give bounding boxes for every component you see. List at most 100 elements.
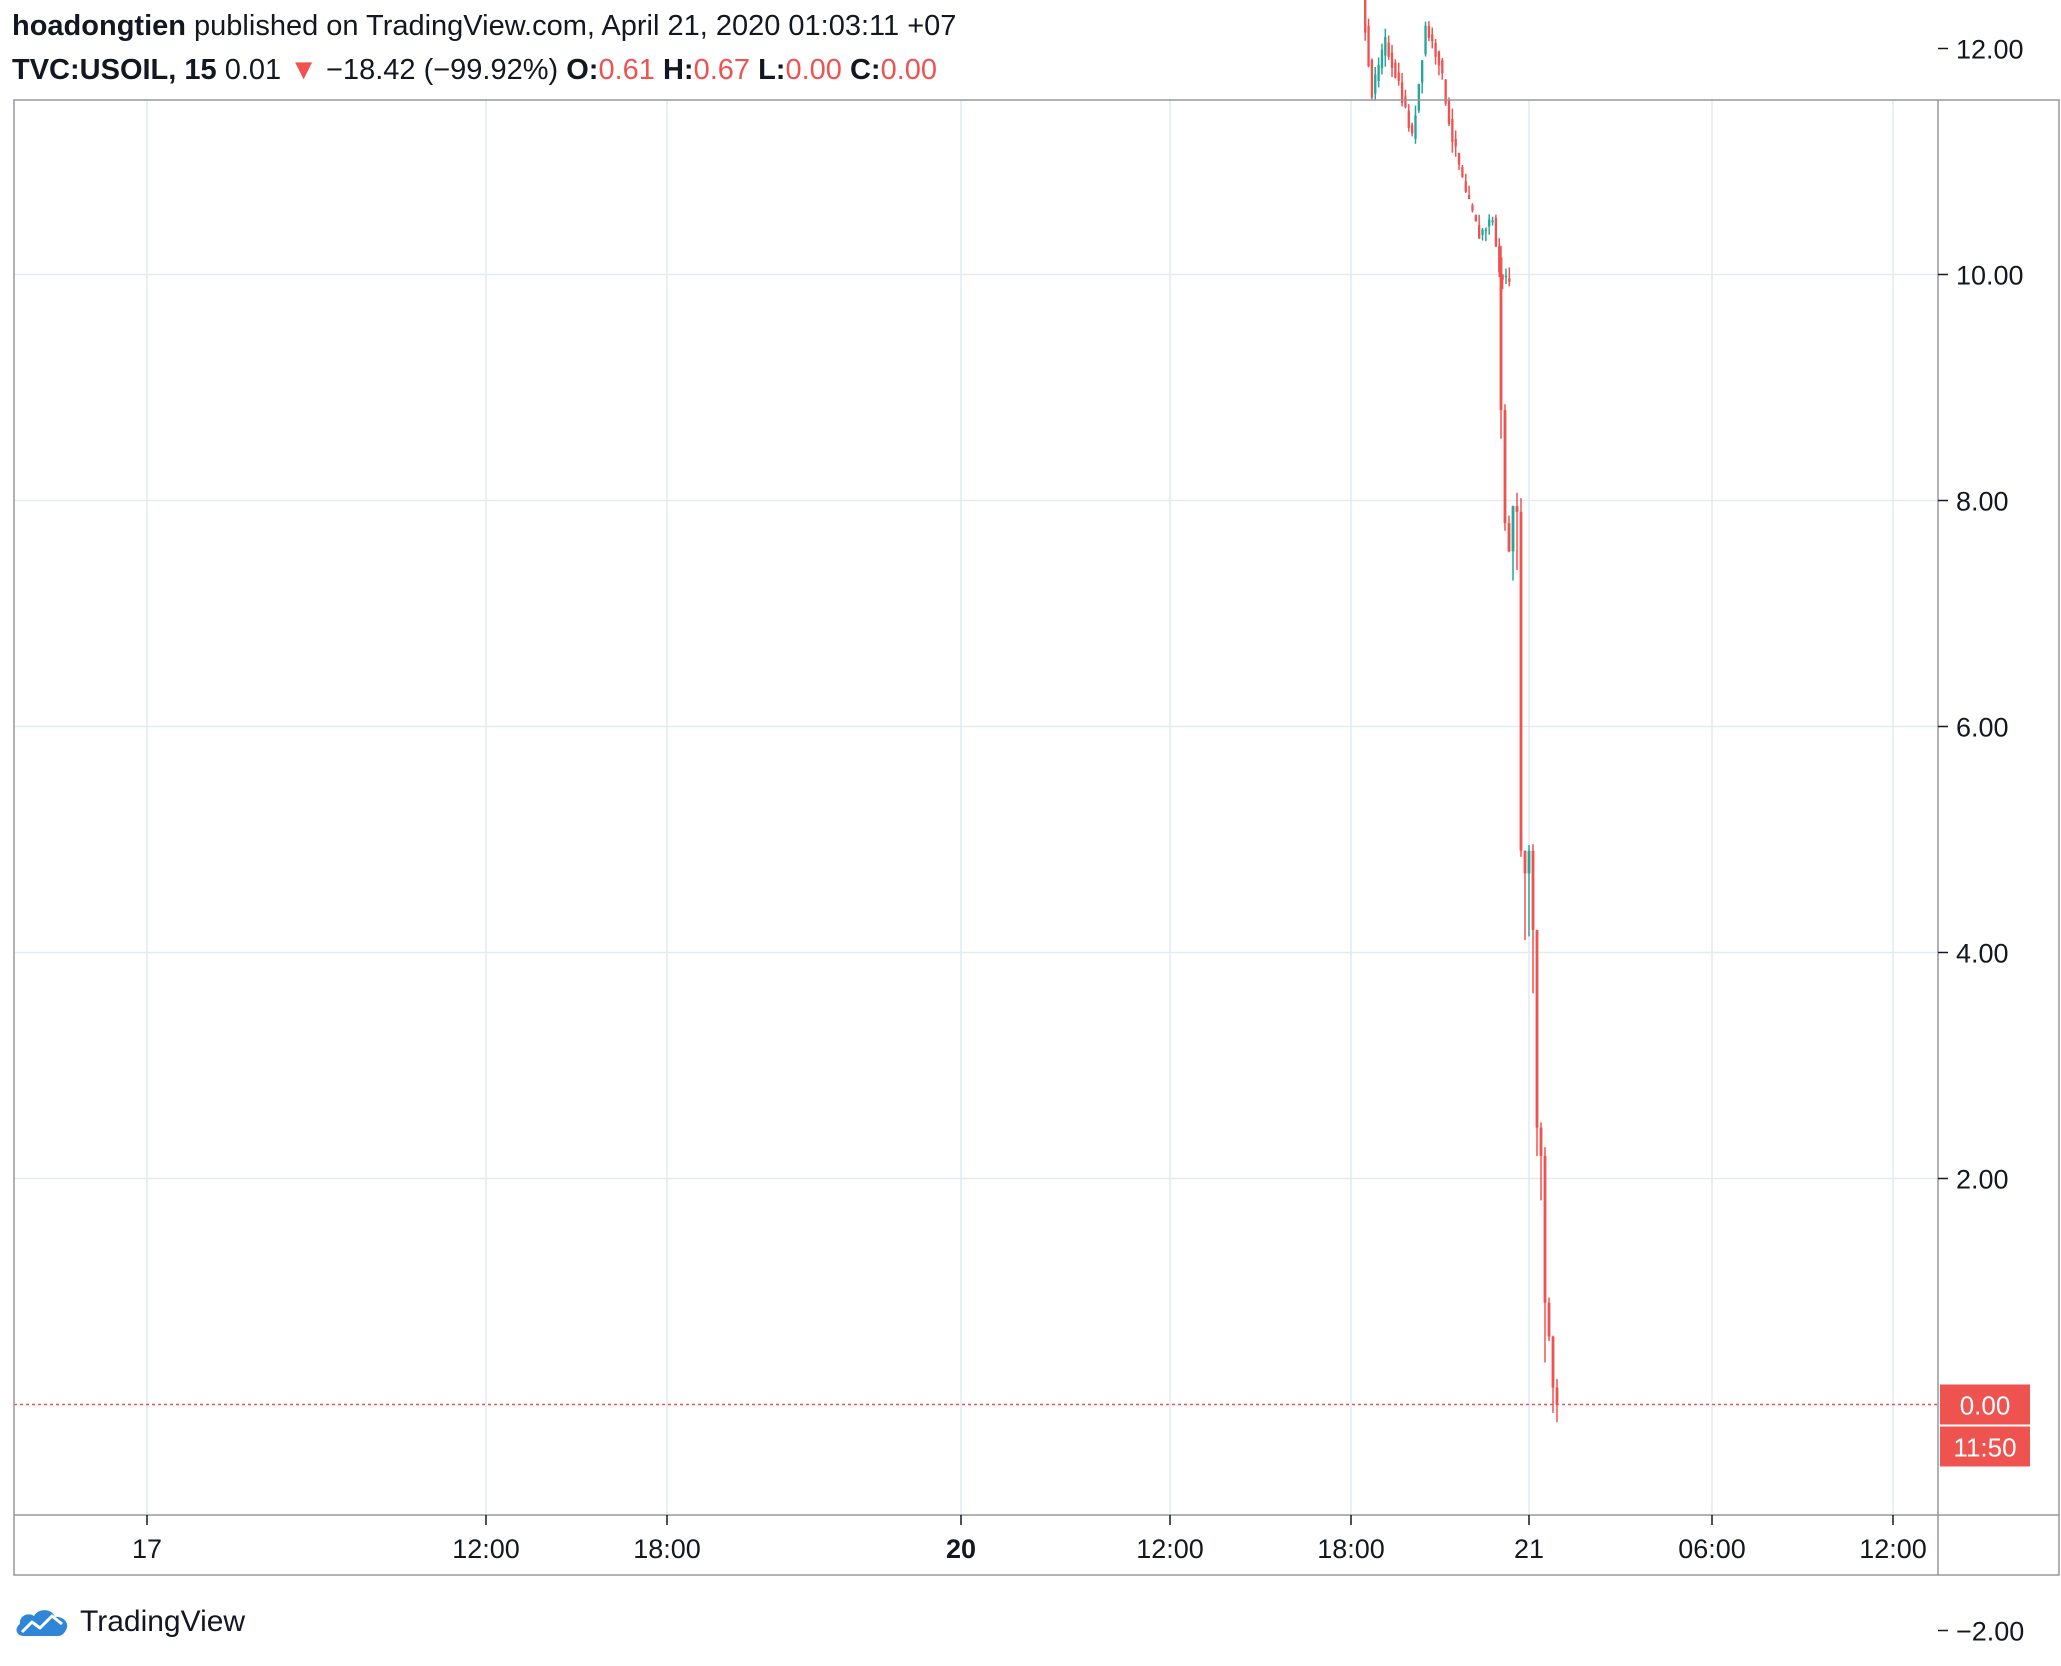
candle-body[interactable]: [1431, 34, 1434, 41]
bar-countdown: 11:50: [1953, 1433, 2016, 1463]
candle-body[interactable]: [1394, 62, 1397, 78]
candle-body[interactable]: [1484, 229, 1488, 232]
candle-body[interactable]: [1555, 1387, 1559, 1405]
price-label: 2.00: [1956, 1165, 2009, 1195]
candle-body[interactable]: [1491, 220, 1494, 223]
open-value: 0.61: [598, 54, 655, 86]
candle-body[interactable]: [1451, 119, 1454, 142]
time-label[interactable]: 12:00: [1859, 1534, 1927, 1564]
author-name[interactable]: hoadongtien: [12, 10, 186, 42]
published-text: published on TradingView.com, April 21, …: [194, 10, 957, 42]
low-label: L:: [758, 54, 786, 86]
publish-info: hoadongtien published on TradingView.com…: [12, 6, 956, 46]
candle-body[interactable]: [1498, 246, 1501, 273]
candle-body[interactable]: [1414, 115, 1417, 139]
candle-body[interactable]: [1444, 79, 1447, 104]
time-label[interactable]: 20: [946, 1534, 976, 1564]
candle-body[interactable]: [1464, 181, 1467, 192]
down-arrow-icon: ▼: [289, 54, 318, 86]
candle-body[interactable]: [1421, 60, 1424, 83]
candle-body[interactable]: [1543, 1155, 1547, 1303]
candle-body[interactable]: [1410, 124, 1414, 134]
time-label[interactable]: 12:00: [452, 1534, 520, 1564]
candle-body[interactable]: [1454, 138, 1457, 147]
time-label[interactable]: 18:00: [1317, 1534, 1385, 1564]
candle-body[interactable]: [1523, 850, 1527, 874]
candle-body[interactable]: [1407, 110, 1410, 129]
chart-header: hoadongtien published on TradingView.com…: [12, 6, 956, 90]
candle-body[interactable]: [1417, 83, 1421, 111]
candle-body[interactable]: [1539, 1127, 1543, 1156]
price-label: 10.00: [1956, 261, 2024, 291]
time-label[interactable]: 06:00: [1678, 1534, 1746, 1564]
candle-body[interactable]: [1547, 1302, 1551, 1337]
candle-body[interactable]: [1499, 257, 1503, 411]
time-label[interactable]: 21: [1514, 1534, 1544, 1564]
last-value: 0.01: [224, 54, 282, 86]
close-label: C:: [849, 54, 881, 86]
candle-body[interactable]: [1477, 225, 1481, 239]
candle-body[interactable]: [1494, 218, 1498, 247]
low-value: 0.00: [785, 54, 842, 86]
footer-brand[interactable]: TradingView: [14, 1605, 245, 1639]
high-label: H:: [662, 54, 694, 86]
candle-body[interactable]: [1511, 506, 1515, 552]
price-label: −2.00: [1956, 1617, 2024, 1647]
candle-body[interactable]: [1515, 506, 1519, 512]
candle-body[interactable]: [1457, 153, 1461, 165]
candle-body[interactable]: [1404, 96, 1407, 108]
candle-body[interactable]: [1467, 195, 1471, 199]
candles[interactable]: [14, 0, 1938, 1423]
time-label[interactable]: 12:00: [1136, 1534, 1204, 1564]
candle-body[interactable]: [1387, 42, 1390, 57]
open-label: O:: [566, 54, 599, 86]
candle-body[interactable]: [1397, 72, 1400, 81]
candle-body[interactable]: [1370, 59, 1374, 98]
candle-body[interactable]: [1481, 229, 1484, 235]
candle-body[interactable]: [1503, 410, 1507, 524]
price-label: 8.00: [1956, 487, 2009, 517]
candle-body[interactable]: [1474, 215, 1477, 222]
candle-body[interactable]: [1507, 523, 1511, 552]
candle-body[interactable]: [1535, 929, 1539, 1128]
price-label: 4.00: [1956, 939, 2009, 969]
candle-body[interactable]: [1400, 82, 1404, 103]
price-label: 6.00: [1956, 713, 2009, 743]
candle-body[interactable]: [1531, 850, 1535, 930]
symbol-label[interactable]: TVC:USOIL, 15: [12, 54, 217, 86]
candle-body[interactable]: [1441, 59, 1444, 74]
candle-body[interactable]: [1508, 278, 1511, 283]
candle-body[interactable]: [1527, 850, 1531, 874]
chart-frame: [13, 99, 2060, 1576]
change-value: −18.42 (−99.92%): [326, 54, 559, 86]
candle-body[interactable]: [1461, 167, 1464, 177]
time-label[interactable]: 17: [132, 1534, 162, 1564]
time-label[interactable]: 18:00: [633, 1534, 701, 1564]
candle-body[interactable]: [1447, 99, 1451, 124]
candle-body[interactable]: [1504, 275, 1508, 278]
candle-body[interactable]: [1367, 25, 1370, 67]
price-axis[interactable]: 22.0020.0018.0016.0014.0012.0010.008.006…: [1938, 0, 2024, 1647]
candle-body[interactable]: [1364, 0, 1367, 33]
candle-body[interactable]: [1551, 1336, 1555, 1388]
candle-body[interactable]: [1471, 205, 1474, 211]
candle-body[interactable]: [1424, 25, 1427, 55]
candle-body[interactable]: [1384, 36, 1387, 56]
candle-body[interactable]: [1427, 25, 1431, 38]
candle-body[interactable]: [1377, 64, 1380, 81]
candle-body[interactable]: [1501, 274, 1504, 280]
high-value: 0.67: [693, 54, 751, 86]
candle-body[interactable]: [1434, 42, 1437, 57]
candle-body[interactable]: [1519, 511, 1523, 851]
tradingview-brand: TradingView: [80, 1605, 246, 1638]
symbol-legend: TVC:USOIL, 15 0.01 ▼ −18.42 (−99.92%) O:…: [12, 50, 956, 90]
time-axis[interactable]: 17 12:00 18:00 20 12:00 18:00 21 06:00 12:00: [132, 1515, 1927, 1564]
candle-body[interactable]: [1390, 52, 1394, 68]
candle-body[interactable]: [1437, 51, 1441, 66]
close-value: 0.00: [880, 54, 938, 86]
candle-body[interactable]: [1488, 219, 1491, 227]
candle-body[interactable]: [1380, 49, 1384, 69]
candle-body[interactable]: [1374, 74, 1377, 94]
grid-lines: [14, 100, 1938, 1515]
